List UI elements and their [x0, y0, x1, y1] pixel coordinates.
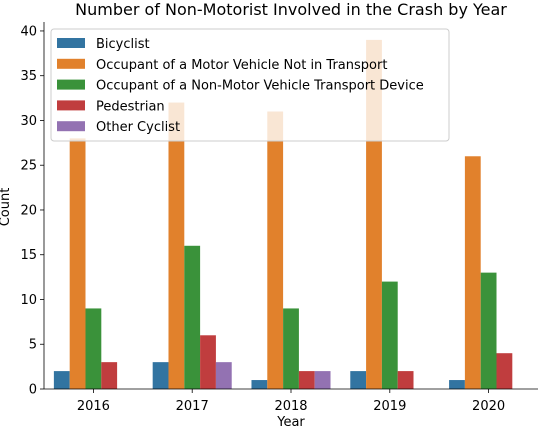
x-axis: 2016 2017 2018 2019 2020: [44, 388, 538, 414]
x-tick-label: 2018: [274, 399, 307, 414]
bar-occupant-of-a-non-motor-vehicle-transport-device-2020: [480, 272, 497, 389]
x-tick-label: 2016: [77, 399, 110, 414]
legend-swatch: [57, 79, 85, 90]
bar-occupant-of-a-motor-vehicle-not-in-transport-2017: [168, 102, 185, 389]
bar-bicyclist-2017: [152, 362, 169, 389]
y-tick-label: 20: [20, 203, 37, 218]
chart-title: Number of Non-Motorist Involved in the C…: [75, 0, 507, 19]
bar-pedestrian-2018: [298, 371, 315, 389]
y-tick-label: 0: [29, 383, 37, 398]
legend-label: Occupant of a Non-Motor Vehicle Transpor…: [96, 79, 424, 94]
bar-pedestrian-2017: [200, 335, 216, 389]
bar-bicyclist-2016: [53, 371, 70, 389]
bar-bicyclist-2020: [449, 380, 465, 389]
x-tick-label: 2017: [176, 399, 209, 414]
legend-swatch: [57, 58, 85, 69]
bar-other-cyclist-2017: [215, 362, 232, 389]
legend-label: Bicyclist: [96, 37, 150, 52]
bar-pedestrian-2016: [101, 362, 118, 389]
y-tick-label: 40: [20, 24, 37, 39]
y-tick-label: 35: [20, 69, 37, 84]
bar-occupant-of-a-motor-vehicle-not-in-transport-2018: [267, 111, 284, 389]
legend-box: [50, 28, 450, 142]
y-tick-label: 30: [20, 114, 37, 129]
y-axis: 0 5 10 15 20 25 30 35 40: [20, 22, 45, 398]
legend-swatch: [57, 121, 85, 132]
bar-pedestrian-2020: [496, 353, 513, 389]
legend-label: Occupant of a Motor Vehicle Not in Trans…: [96, 58, 387, 73]
bar-occupant-of-a-motor-vehicle-not-in-transport-2020: [464, 156, 481, 389]
bar-bicyclist-2019: [350, 371, 367, 389]
bar-occupant-of-a-non-motor-vehicle-transport-device-2017: [184, 245, 201, 389]
x-tick-label: 2019: [373, 399, 406, 414]
legend-label: Pedestrian: [96, 99, 165, 114]
bar-occupant-of-a-non-motor-vehicle-transport-device-2018: [283, 308, 299, 389]
legend-swatch: [57, 100, 85, 111]
y-tick-label: 25: [20, 159, 37, 174]
x-axis-label: Year: [276, 415, 305, 428]
legend-label: Other Cyclist: [96, 120, 180, 135]
x-tick-label: 2020: [472, 399, 505, 414]
legend-swatch: [57, 38, 85, 48]
bar-occupant-of-a-non-motor-vehicle-transport-device-2019: [381, 281, 398, 389]
bar-pedestrian-2019: [397, 371, 414, 389]
legend: Bicyclist Occupant of a Motor Vehicle Not…: [50, 28, 450, 142]
bar-occupant-of-a-motor-vehicle-not-in-transport-2016: [69, 138, 86, 389]
bar-occupant-of-a-non-motor-vehicle-transport-device-2016: [85, 308, 102, 389]
bar-other-cyclist-2018: [314, 371, 331, 389]
bar-bicyclist-2018: [251, 380, 268, 389]
y-tick-label: 5: [29, 338, 37, 353]
y-tick-label: 10: [20, 293, 37, 308]
y-axis-label: Count: [0, 188, 13, 227]
y-tick-label: 15: [20, 248, 37, 263]
